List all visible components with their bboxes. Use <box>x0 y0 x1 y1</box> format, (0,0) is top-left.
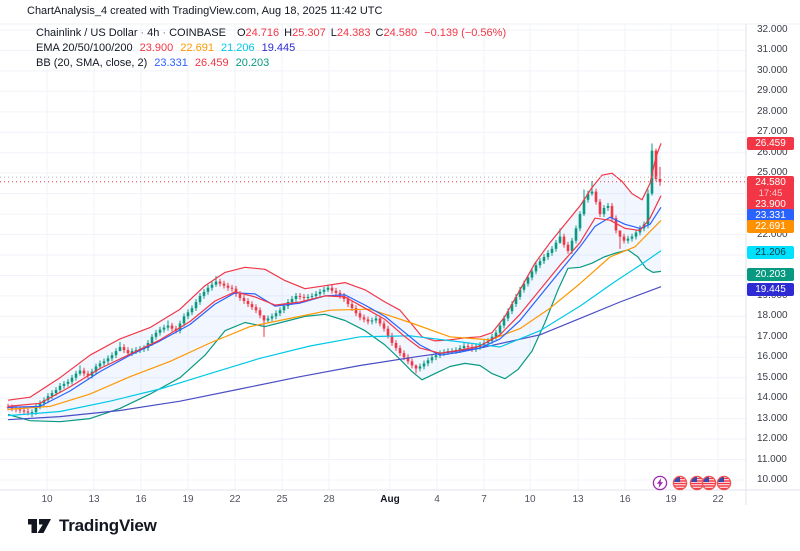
price-badge: 20.203 <box>747 268 794 281</box>
time-label: 4 <box>434 494 440 505</box>
indicator-line-ema-50 <box>7 219 662 410</box>
indicator-line-bb-basis <box>7 206 662 408</box>
symbol-exchange: COINBASE <box>169 27 226 39</box>
snapshot-header: ChartAnalysis_4 created with TradingView… <box>27 5 383 17</box>
ema20-value: 23.900 <box>139 42 174 54</box>
indicator-line-bb-upper <box>7 143 662 401</box>
time-label: 25 <box>276 494 288 505</box>
change-value: −0.139 (−0.56%) <box>424 27 507 39</box>
ema200-value: 19.445 <box>261 42 296 54</box>
open-label: O <box>236 27 246 39</box>
high-label: H <box>284 27 293 39</box>
time-axis[interactable]: 10 13 16 19 22 25 28 Aug 4 7 10 13 16 19 22 <box>0 490 746 512</box>
time-label: 22 <box>712 494 724 505</box>
indicator-line-ema-20 <box>7 195 662 407</box>
ema-label: EMA 20/50/100/200 <box>36 42 133 54</box>
us-flag-icon <box>717 476 731 490</box>
event-icon-us-flag[interactable] <box>672 475 688 491</box>
bb-lower-value: 20.203 <box>235 57 270 69</box>
time-label: 28 <box>323 494 335 505</box>
price-badge: 19.445 <box>747 283 794 296</box>
tradingview-logo-icon <box>28 519 51 533</box>
bb-upper-value: 26.459 <box>194 57 229 69</box>
low-label: L <box>330 27 337 39</box>
price-badge: 23.900 <box>747 198 794 211</box>
price-tick-label: 28.000 <box>757 105 788 117</box>
bb-basis-value: 23.331 <box>154 57 188 69</box>
price-tick-label: 17.000 <box>757 330 788 342</box>
time-label: 13 <box>88 494 100 505</box>
tradingview-logo[interactable]: TradingView <box>28 516 157 536</box>
bb-label: BB (20, SMA, close, 2) <box>36 57 148 69</box>
price-tick-label: 11.000 <box>757 453 787 465</box>
symbol-interval: 4h <box>147 27 160 39</box>
time-label: 16 <box>135 494 147 505</box>
event-icon-us-flag[interactable] <box>716 475 732 491</box>
time-label: 19 <box>182 494 194 505</box>
high-value: 25.307 <box>292 27 326 39</box>
candles-layer <box>6 143 662 417</box>
price-badge: 26.459 <box>747 137 794 150</box>
price-tick-label: 16.000 <box>757 351 788 363</box>
indicator-line-ema-200 <box>7 286 662 421</box>
close-label: C <box>375 27 384 39</box>
price-tick-label: 31.000 <box>757 44 788 56</box>
time-label: 10 <box>524 494 536 505</box>
ohlc-values: O24.716 H25.307 L24.383 C24.580 −0.139 (−0.5… <box>232 27 506 39</box>
chart-legend: Chainlink / US Dollar · 4h · COINBASE O24.716… <box>36 26 506 71</box>
price-badge: 23.331 <box>747 209 794 222</box>
indicator-line-ema-100 <box>7 250 662 417</box>
price-tick-label: 30.000 <box>757 64 788 76</box>
event-icon-lightning[interactable] <box>652 475 668 491</box>
bollinger-band-fill <box>8 143 661 422</box>
legend-bb-row[interactable]: BB (20, SMA, close, 2) 23.331 26.459 20.203 <box>36 56 506 71</box>
event-markers <box>652 475 732 491</box>
price-tick-label: 18.000 <box>757 310 788 322</box>
low-value: 24.383 <box>336 27 371 39</box>
time-label: 16 <box>619 494 631 505</box>
price-tick-label: 25.000 <box>757 167 788 179</box>
price-tick-label: 26.000 <box>757 146 788 158</box>
price-tick-label: 10.000 <box>757 473 788 485</box>
price-badge: 21.206 <box>747 246 794 259</box>
grid-lines <box>0 24 746 490</box>
legend-symbol-row[interactable]: Chainlink / US Dollar · 4h · COINBASE O24.716… <box>36 26 506 41</box>
close-value: 24.580 <box>383 27 418 39</box>
time-label: 7 <box>481 494 487 505</box>
open-value: 24.716 <box>245 27 280 39</box>
price-tick-label: 13.000 <box>757 412 788 424</box>
event-icon-us-flag[interactable] <box>689 475 705 491</box>
time-label: Aug <box>380 494 400 505</box>
ema100-value: 21.206 <box>220 42 255 54</box>
separator: · <box>162 27 167 39</box>
separator: · <box>140 27 145 39</box>
tradingview-logo-text: TradingView <box>59 516 157 535</box>
countdown-timer: 17:45 <box>758 188 783 199</box>
indicator-lines <box>7 143 662 423</box>
price-tick-label: 15.000 <box>757 371 788 383</box>
lightning-icon <box>657 478 663 488</box>
indicator-line-bb-lower <box>7 249 662 423</box>
pane-borders <box>0 23 800 505</box>
price-tick-label: 14.000 <box>757 392 788 404</box>
price-tick-label: 27.000 <box>757 126 788 138</box>
price-badge: 24.580 17:45 <box>747 176 794 200</box>
event-icon-us-flag[interactable] <box>701 475 717 491</box>
price-tick-label: 22.000 <box>757 228 788 240</box>
time-label: 22 <box>229 494 241 505</box>
time-label: 13 <box>572 494 584 505</box>
time-label: 19 <box>665 494 677 505</box>
price-tick-label: 29.000 <box>757 85 788 97</box>
price-badge: 22.691 <box>747 220 794 233</box>
symbol-title: Chainlink / US Dollar <box>36 27 138 39</box>
price-tick-label: 12.000 <box>757 433 788 445</box>
price-tick-label: 32.000 <box>757 24 788 35</box>
price-axis[interactable]: 32.000 31.000 30.000 29.000 28.000 27.000 26.0… <box>746 24 800 505</box>
time-label: 10 <box>41 494 53 505</box>
legend-ema-row[interactable]: EMA 20/50/100/200 23.900 22.691 21.206 19.44… <box>36 41 506 56</box>
ema50-value: 22.691 <box>180 42 214 54</box>
